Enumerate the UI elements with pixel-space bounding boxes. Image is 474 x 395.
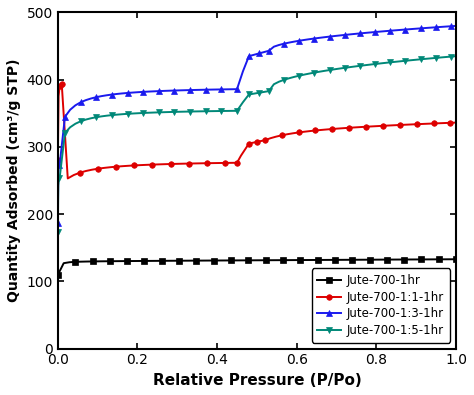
- Jute-700-1:1-1hr: [55, 158, 61, 163]
- Jute-700-1:5-1hr: [78, 119, 83, 124]
- Jute-700-1:3-1hr: [453, 24, 459, 28]
- Line: Jute-700-1:3-1hr: Jute-700-1:3-1hr: [55, 23, 459, 226]
- Jute-700-1:1-1hr: [453, 120, 459, 125]
- Jute-700-1hr: [147, 259, 153, 263]
- Jute-700-1hr: [55, 272, 61, 277]
- Jute-700-1hr: [453, 257, 459, 261]
- Jute-700-1:1-1hr: [65, 176, 71, 181]
- Jute-700-1:1-1hr: [238, 153, 244, 158]
- Jute-700-1hr: [176, 258, 182, 263]
- Jute-700-1hr: [159, 258, 164, 263]
- Jute-700-1:5-1hr: [56, 178, 62, 182]
- Jute-700-1:5-1hr: [240, 100, 246, 105]
- Jute-700-1:3-1hr: [57, 162, 63, 166]
- Jute-700-1:1-1hr: [307, 129, 313, 134]
- Jute-700-1:3-1hr: [55, 221, 61, 226]
- Jute-700-1:1-1hr: [284, 132, 290, 137]
- Legend: Jute-700-1hr, Jute-700-1:1-1hr, Jute-700-1:3-1hr, Jute-700-1:5-1hr: Jute-700-1hr, Jute-700-1:1-1hr, Jute-700…: [311, 268, 450, 343]
- Jute-700-1:5-1hr: [453, 54, 459, 58]
- Line: Jute-700-1hr: Jute-700-1hr: [55, 256, 459, 277]
- Jute-700-1hr: [395, 257, 401, 262]
- Jute-700-1:5-1hr: [55, 230, 61, 235]
- Y-axis label: Quantity Adsorbed (cm³/g STP): Quantity Adsorbed (cm³/g STP): [7, 59, 21, 302]
- Jute-700-1hr: [390, 257, 395, 262]
- Jute-700-1:5-1hr: [387, 60, 393, 65]
- Jute-700-1:3-1hr: [240, 69, 246, 73]
- X-axis label: Relative Pressure (P/Po): Relative Pressure (P/Po): [153, 373, 361, 388]
- Jute-700-1:1-1hr: [414, 122, 419, 126]
- Jute-700-1:3-1hr: [387, 28, 393, 33]
- Jute-700-1:5-1hr: [352, 64, 358, 69]
- Jute-700-1hr: [274, 258, 280, 263]
- Jute-700-1:1-1hr: [324, 127, 329, 132]
- Line: Jute-700-1:1-1hr: Jute-700-1:1-1hr: [55, 81, 459, 181]
- Jute-700-1:3-1hr: [78, 100, 83, 105]
- Jute-700-1:3-1hr: [352, 32, 358, 36]
- Jute-700-1:5-1hr: [57, 175, 63, 180]
- Jute-700-1:3-1hr: [56, 165, 62, 170]
- Jute-700-1:1-1hr: [290, 131, 296, 135]
- Jute-700-1:1-1hr: [59, 81, 64, 86]
- Line: Jute-700-1:5-1hr: Jute-700-1:5-1hr: [55, 53, 459, 235]
